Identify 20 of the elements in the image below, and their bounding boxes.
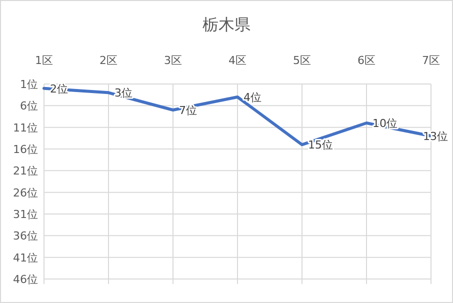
x-tick-label: 1区 xyxy=(35,54,53,67)
y-tick-label: 41位 xyxy=(13,251,38,264)
data-label: 15位 xyxy=(308,138,333,152)
x-tick-label: 6区 xyxy=(358,54,376,67)
data-label: 4位 xyxy=(244,91,262,104)
x-tick-label: 4区 xyxy=(228,54,246,67)
y-tick-label: 46位 xyxy=(13,273,38,286)
y-tick-label: 21位 xyxy=(13,164,38,178)
chart-title: 栃木県 xyxy=(202,15,250,34)
x-tick-label: 7区 xyxy=(422,54,440,67)
y-tick-label: 31位 xyxy=(13,208,38,221)
x-tick-label: 2区 xyxy=(100,54,118,67)
y-tick-label: 1位 xyxy=(20,78,38,91)
y-tick-label: 26位 xyxy=(13,186,38,200)
x-tick-label: 3区 xyxy=(164,54,182,67)
y-tick-label: 11位 xyxy=(13,121,38,134)
y-tick-label: 16位 xyxy=(13,143,38,156)
x-tick-label: 5区 xyxy=(293,54,311,67)
y-tick-label: 6位 xyxy=(20,100,38,113)
y-tick-label: 36位 xyxy=(13,230,38,243)
